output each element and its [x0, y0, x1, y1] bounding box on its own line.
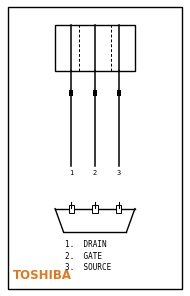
- Text: 1: 1: [69, 170, 73, 176]
- Bar: [69, 90, 73, 96]
- Text: 3.  SOURCE: 3. SOURCE: [65, 263, 111, 272]
- Bar: [92, 205, 98, 213]
- Text: TOSHIBA: TOSHIBA: [13, 269, 72, 282]
- Text: 2.  GATE: 2. GATE: [65, 252, 102, 260]
- Text: 3: 3: [117, 170, 121, 176]
- Bar: [117, 90, 121, 96]
- Bar: [55, 25, 135, 71]
- Bar: [93, 90, 97, 96]
- Bar: [116, 205, 121, 213]
- Text: 1.  DRAIN: 1. DRAIN: [65, 240, 106, 249]
- Bar: [69, 205, 74, 213]
- Text: 2: 2: [93, 170, 97, 176]
